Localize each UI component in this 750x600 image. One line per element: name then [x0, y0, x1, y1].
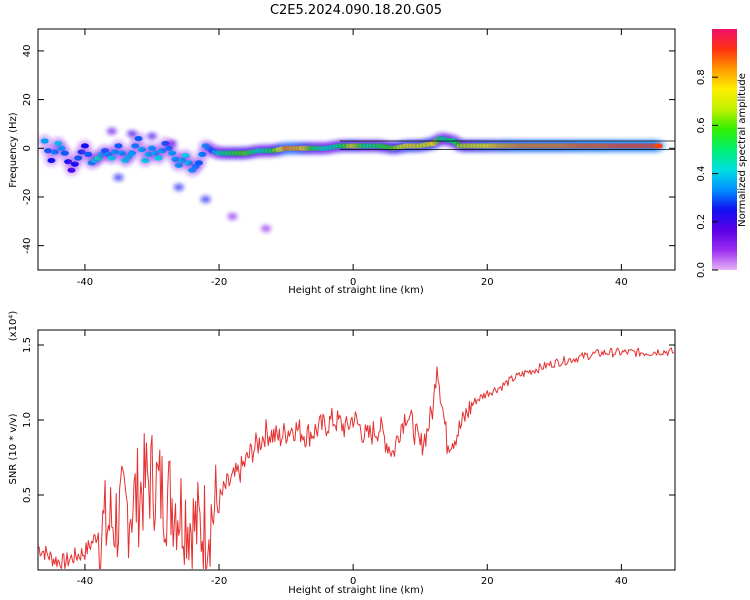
y-tick-label: 0.5: [22, 487, 33, 503]
snr-series-line: [38, 347, 675, 569]
heatmap-cell: [198, 151, 207, 157]
snr-plot-area: [38, 330, 675, 570]
snr-y-ticks: 0.5 1.0 1.5: [22, 337, 675, 503]
heatmap-blob: [173, 183, 184, 191]
y-tick-label: 1.0: [22, 412, 33, 428]
x-tick-label: 20: [481, 576, 494, 587]
x-tick-label: -40: [77, 277, 93, 288]
colorbar-tick-label: 0.6: [696, 117, 707, 133]
heatmap-cell: [181, 152, 190, 159]
heatmap-blob: [167, 139, 178, 147]
heatmap-blob: [200, 195, 211, 203]
colorbar-tick-label: 0.0: [696, 262, 707, 278]
y-tick-label: 0: [22, 145, 33, 151]
colorbar-tick-label: 0.4: [696, 166, 707, 182]
snr-panel: -40 -20 0 20 40 0.5 1.0 1.5 Height of straight…: [8, 311, 676, 596]
heatmap-y-label: Frequency (Hz): [8, 112, 19, 188]
heatmap-cell: [80, 143, 89, 149]
heatmap-blob: [227, 212, 238, 220]
heatmap-cell: [84, 151, 93, 157]
y-tick-label: 1.5: [22, 337, 33, 353]
figure-title: C2E5.2024.090.18.20.G05: [270, 3, 442, 18]
heatmap-cell: [194, 160, 203, 166]
heatmap-cell: [40, 138, 49, 144]
x-tick-label: -20: [211, 277, 227, 288]
heatmap-frame: [37, 28, 676, 271]
y-tick-label: 20: [22, 93, 33, 106]
snr-frame: [37, 329, 676, 571]
heatmap-y-ticks: 40 20 0 -20 -40: [22, 45, 675, 254]
x-tick-label: 0: [350, 576, 356, 587]
colorbar: 0.0 0.2 0.4 0.6 0.8 Normalized spectral ampl…: [696, 29, 748, 278]
x-tick-label: -20: [211, 576, 227, 587]
heatmap-blob: [260, 225, 271, 233]
snr-x-ticks: -40 -20 0 20 40: [77, 330, 628, 587]
colorbar-tick-label: 0.2: [696, 214, 707, 230]
heatmap-blob: [106, 127, 117, 135]
x-tick-label: 20: [481, 277, 494, 288]
heatmap-blob: [146, 132, 157, 140]
x-tick-label: 40: [615, 277, 628, 288]
x-tick-label: 40: [615, 576, 628, 587]
heatmap-blob: [126, 130, 137, 138]
snr-y-scale-label: (x10⁴): [8, 311, 19, 342]
y-tick-label: 40: [22, 45, 33, 58]
heatmap-cell: [127, 150, 136, 156]
colorbar-ticks: 0.0 0.2 0.4 0.6 0.8: [696, 69, 718, 278]
heatmap-cell: [134, 135, 143, 142]
heatmap-cell: [60, 150, 69, 156]
snr-y-label: SNR (10 * v/v): [8, 413, 19, 484]
heatmap-panel: -40 -20 0 20 40 40 20 0 -20 -40 Height of straig…: [8, 28, 676, 296]
heatmap-cell: [654, 143, 663, 149]
heatmap-x-ticks: -40 -20 0 20 40: [77, 29, 628, 288]
colorbar-tick-label: 0.8: [696, 69, 707, 85]
x-tick-label: -40: [77, 576, 93, 587]
colorbar-label: Normalized spectral amplitude: [737, 73, 748, 227]
heatmap-cell: [47, 157, 56, 164]
heatmap-x-label: Height of straight line (km): [288, 285, 424, 296]
heatmap-cell: [114, 143, 123, 149]
y-tick-label: -20: [22, 189, 33, 205]
colorbar-gradient: [712, 29, 737, 270]
x-tick-label: 0: [350, 277, 356, 288]
heatmap-cell: [154, 155, 163, 161]
y-tick-label: -40: [22, 237, 33, 253]
heatmap-cells: [38, 127, 675, 233]
heatmap-blob: [113, 173, 124, 181]
snr-x-label: Height of straight line (km): [288, 585, 424, 596]
